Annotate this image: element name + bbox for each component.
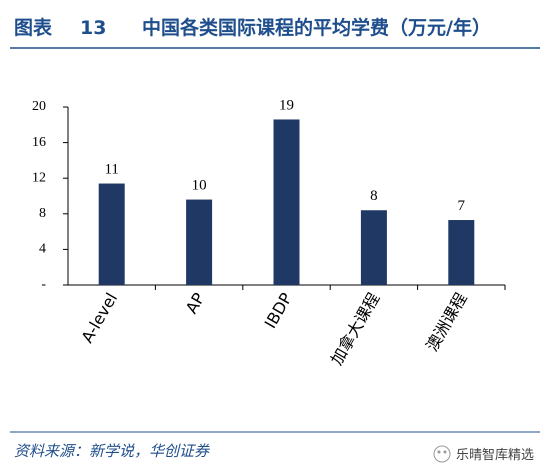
y-tick-label: 20 [32, 99, 46, 114]
figure-label: 图表 [14, 16, 53, 39]
value-label: 11 [104, 162, 118, 178]
value-label: 7 [458, 198, 466, 214]
source: 资料来源：新学说，华创证券 [14, 442, 210, 460]
watermark: 乐晴智库精选 [456, 447, 534, 463]
figure-number: 13 [80, 17, 106, 39]
watermark-icon [433, 445, 451, 463]
value-label: 8 [370, 188, 378, 204]
bar [186, 199, 213, 285]
x-tick-label: 加拿大课程 [327, 290, 383, 369]
x-tick-label: IBDP [261, 289, 296, 331]
y-tick-label: 8 [39, 206, 46, 221]
bar [448, 220, 475, 285]
x-tick-label: 澳洲课程 [422, 290, 470, 355]
bar [360, 210, 387, 285]
value-label: 10 [192, 178, 207, 194]
y-tick-label: 12 [32, 170, 46, 185]
value-label: 19 [279, 97, 294, 113]
y-tick-label: 16 [32, 135, 46, 150]
y-tick-label: - [41, 277, 46, 292]
x-tick-label: A-level [77, 290, 121, 347]
x-tick-label: AP [182, 289, 209, 317]
bar [273, 119, 300, 286]
bar [98, 183, 125, 285]
y-tick-label: 4 [39, 242, 46, 257]
chart-title: 中国各类国际课程的平均学费（万元/年） [142, 16, 491, 39]
